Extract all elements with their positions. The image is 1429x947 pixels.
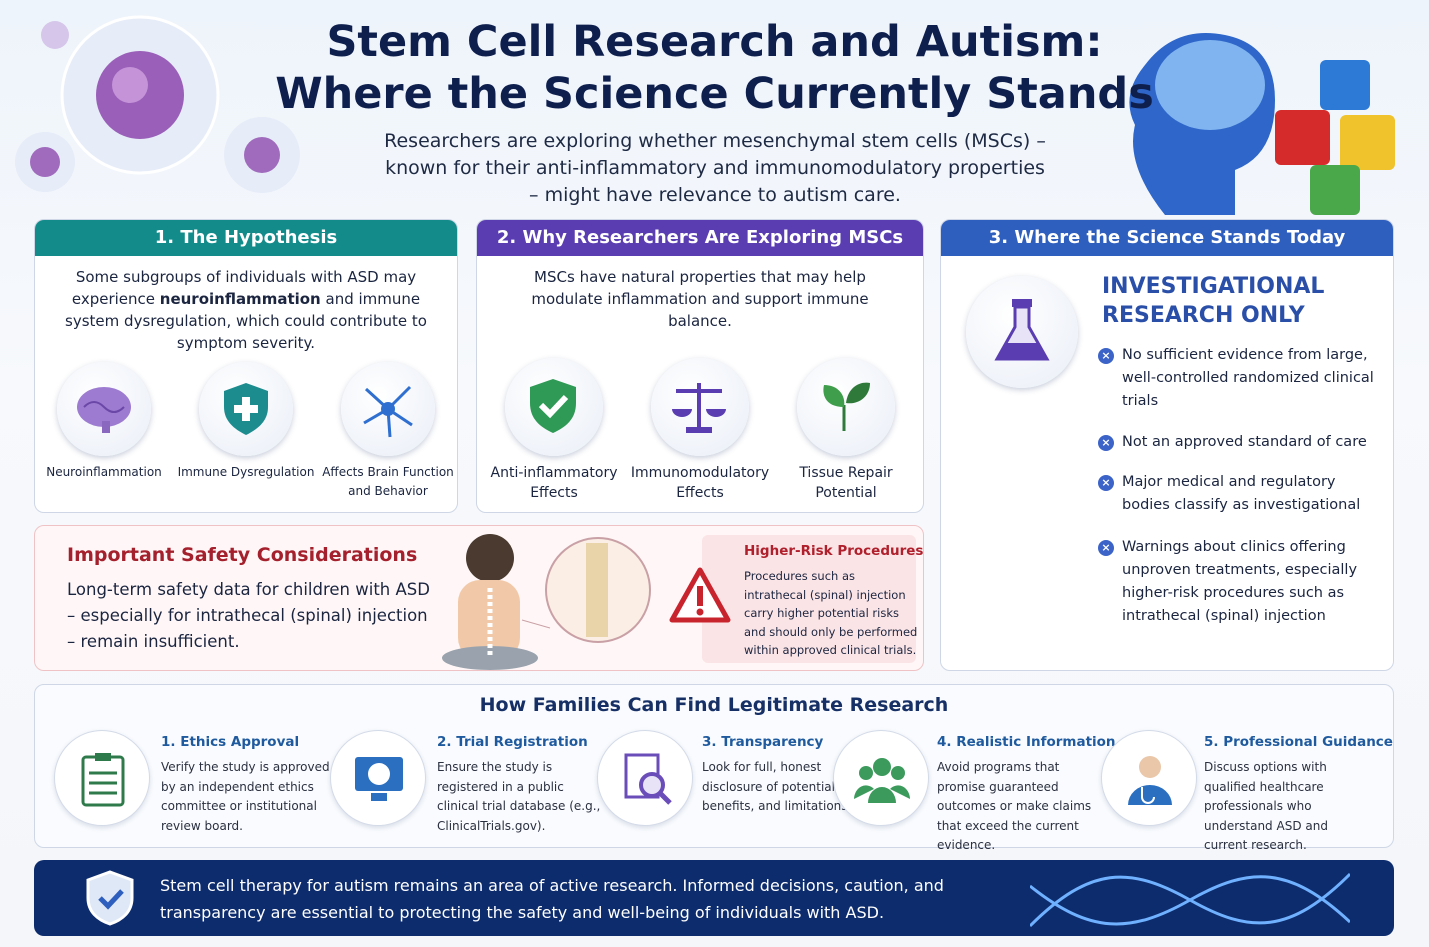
- card-heading: 2. Why Researchers Are Exploring MSCs: [477, 220, 923, 256]
- science-point: Major medical and regulatory bodies clas…: [1122, 474, 1361, 513]
- stem-cell-art: [15, 15, 300, 193]
- item-icon: [797, 358, 895, 456]
- bullet-icon: ×: [1098, 348, 1114, 364]
- item-label: Anti-inflammatory Effects: [490, 465, 618, 501]
- risk-text: Procedures such as intrathecal (spinal) …: [744, 569, 918, 657]
- footer-banner: [34, 860, 1394, 936]
- text-part: Some subgroups of individuals with ASD m…: [71, 268, 417, 308]
- text-part: neuroinflammation: [159, 290, 321, 308]
- safety-title: Important Safety Considerations: [67, 544, 418, 566]
- brain-puzzle-art: [1129, 33, 1395, 215]
- step-text: Discuss options with qualified healthcar…: [1204, 760, 1328, 852]
- step-icon: [833, 730, 929, 826]
- safety-text: Long-term safety data for children with …: [67, 580, 430, 651]
- title-line: Stem Cell Research and Autism:: [326, 17, 1103, 67]
- title-line: Where the Science Currently Stands: [275, 69, 1154, 119]
- flask-icon: [966, 276, 1078, 388]
- step-text: Look for full, honest disclosure of pote…: [702, 760, 871, 813]
- card-heading: 1. The Hypothesis: [35, 220, 457, 256]
- step-text: Verify the study is approved by an indep…: [161, 760, 330, 833]
- warning-icon: [669, 567, 731, 623]
- step-icon: [54, 730, 150, 826]
- item-icon: [57, 362, 151, 456]
- step: 4. Realistic Information Avoid programs t…: [937, 734, 1116, 856]
- item-label: Affects Brain Function and Behavior: [322, 465, 454, 498]
- step-title: 1. Ethics Approval: [161, 734, 300, 750]
- item-icon: [651, 358, 749, 456]
- step-text: Ensure the study is registered in a publ…: [437, 760, 601, 833]
- card-text: MSCs have natural properties that may he…: [531, 268, 869, 330]
- science-point: No sufficient evidence from large, well-…: [1122, 347, 1374, 409]
- card-heading: 3. Where the Science Stands Today: [941, 220, 1393, 256]
- step-icon: [1101, 730, 1197, 826]
- science-point: Not an approved standard of care: [1122, 434, 1367, 450]
- step-text: Avoid programs that promise guaranteed o…: [937, 760, 1092, 852]
- subtitle: Researchers are exploring whether mesenc…: [384, 130, 1046, 206]
- item-label: Tissue Repair Potential: [799, 465, 893, 501]
- child-illustration: [442, 534, 651, 670]
- item-label: Immune Dysregulation: [177, 465, 315, 479]
- risk-box: [702, 535, 916, 663]
- bullet-icon: ×: [1098, 475, 1114, 491]
- text-part: and immune system dysregulation, which c…: [65, 290, 427, 352]
- footer-text: Stem cell therapy for autism remains an …: [160, 876, 944, 922]
- item-icon: [341, 362, 435, 456]
- step-title: 4. Realistic Information: [937, 734, 1116, 750]
- step-icon: [597, 730, 693, 826]
- item-icon: [505, 358, 603, 456]
- dna-art: [1030, 872, 1350, 928]
- step: 2. Trial Registration Ensure the study is…: [437, 734, 607, 836]
- step-title: 2. Trial Registration: [437, 734, 588, 750]
- bullet-icon: ×: [1098, 540, 1114, 556]
- science-point: Warnings about clinics offering unproven…: [1122, 539, 1358, 624]
- shield-icon: [86, 870, 134, 926]
- families-title: How Families Can Find Legitimate Researc…: [479, 694, 949, 716]
- step: 1. Ethics Approval Verify the study is ap…: [161, 734, 331, 836]
- step: 3. Transparency Look for full, honest dis…: [702, 734, 872, 817]
- bullet-icon: ×: [1098, 435, 1114, 451]
- step-icon: [330, 730, 426, 826]
- card-text: Some subgroups of individuals with ASD m…: [35, 256, 457, 354]
- step-title: 5. Professional Guidance: [1204, 734, 1393, 750]
- step: 5. Professional Guidance Discuss options …: [1204, 734, 1393, 856]
- item-label: Immunomodulatory Effects: [630, 465, 770, 501]
- item-icon: [199, 362, 293, 456]
- step-title: 3. Transparency: [702, 734, 824, 750]
- risk-title: Higher-Risk Procedures: [744, 543, 924, 559]
- item-label: Neuroinflammation: [46, 465, 162, 479]
- status-label: INVESTIGATIONAL RESEARCH ONLY: [1102, 274, 1325, 328]
